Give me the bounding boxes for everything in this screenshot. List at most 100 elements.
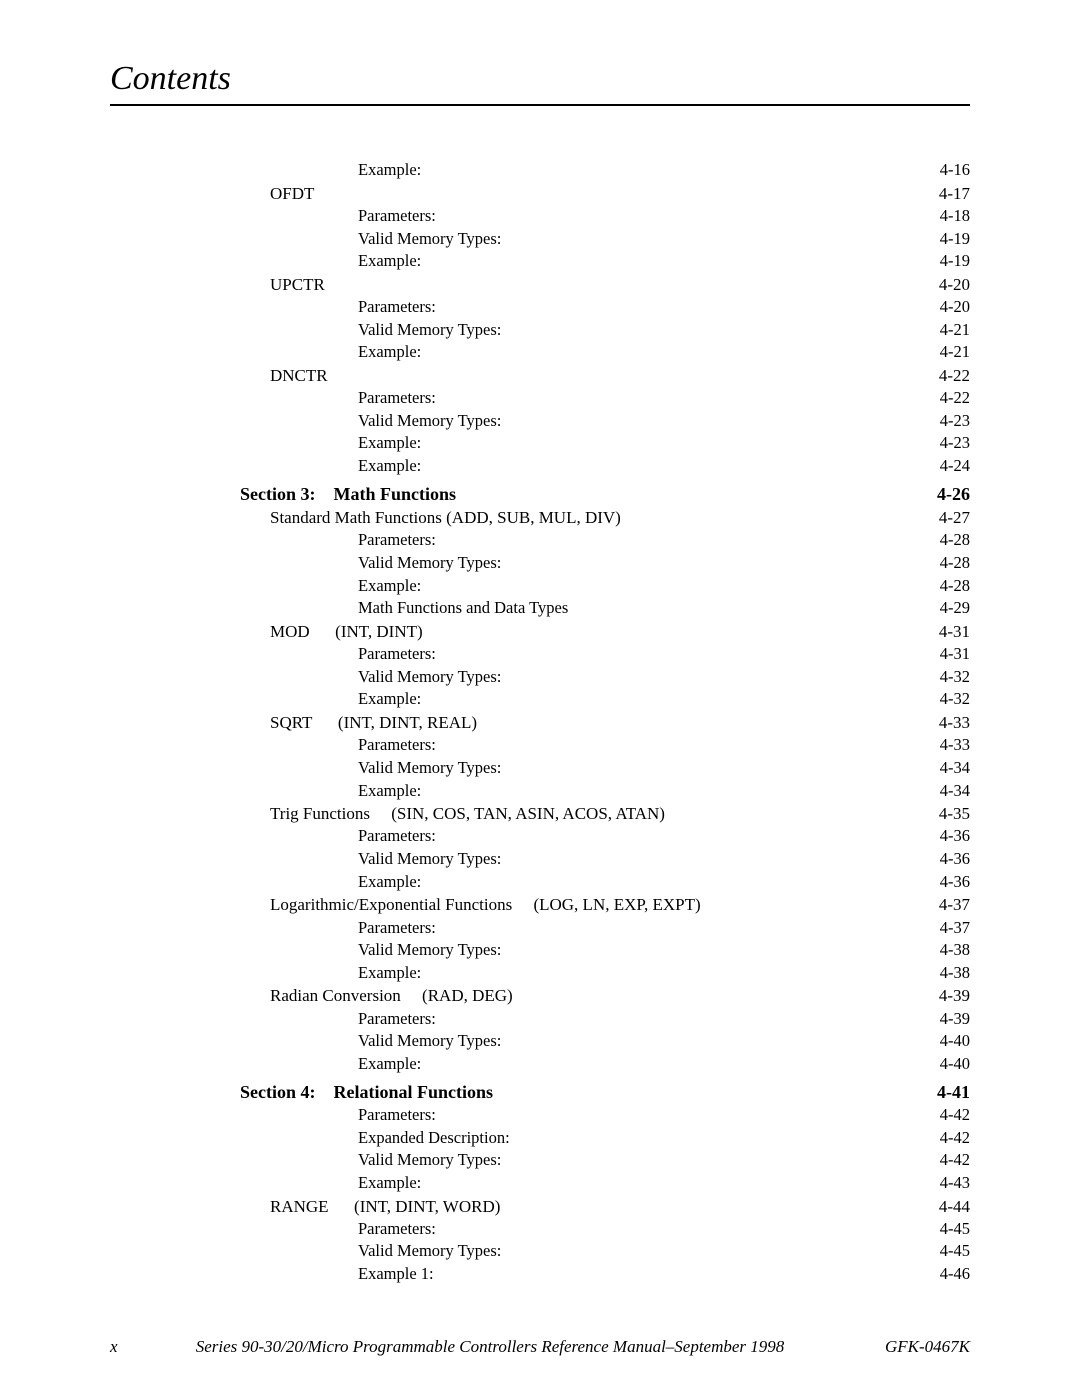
toc-entry-page: 4-24 xyxy=(940,456,970,477)
toc-entry: Valid Memory Types:4-36 xyxy=(110,849,970,870)
toc-entry: Section 4: Relational Functions4-41 xyxy=(110,1081,970,1104)
toc-entry: Example:4-36 xyxy=(110,872,970,893)
toc-entry-label: Valid Memory Types: xyxy=(358,1031,501,1052)
toc-entry: Valid Memory Types:4-40 xyxy=(110,1031,970,1052)
toc-entry-label: Example: xyxy=(358,456,421,477)
toc-entry-label: Example: xyxy=(358,251,421,272)
toc-entry: Example 1:4-46 xyxy=(110,1264,970,1285)
toc-entry-label: Example: xyxy=(358,781,421,802)
toc-entry-label: Example: xyxy=(358,963,421,984)
toc-entry: Parameters: 4-37 xyxy=(110,918,970,939)
toc-entry-label: OFDT xyxy=(270,183,314,204)
toc-entry: Valid Memory Types: 4-28 xyxy=(110,553,970,574)
toc-entry-page: 4-21 xyxy=(940,320,970,341)
toc-entry: Parameters:4-42 xyxy=(110,1105,970,1126)
toc-entry-label: Parameters: xyxy=(358,388,436,409)
toc-entry-page: 4-36 xyxy=(940,849,970,870)
toc-entry-label: Example: xyxy=(358,160,421,181)
toc-entry-page: 4-46 xyxy=(940,1264,970,1285)
toc-entry-page: 4-40 xyxy=(940,1054,970,1075)
toc-entry-label: Expanded Description: xyxy=(358,1128,510,1149)
toc-entry-label: Valid Memory Types: xyxy=(358,553,501,574)
toc-entry-page: 4-22 xyxy=(940,388,970,409)
toc-entry: Section 3: Math Functions4-26 xyxy=(110,483,970,506)
toc-entry-page: 4-17 xyxy=(939,183,970,204)
document-page: Contents Example:4-16OFDT4-17Parameters:… xyxy=(0,0,1080,1397)
toc-entry-label: DNCTR xyxy=(270,365,328,386)
toc-entry-label: Example: xyxy=(358,1054,421,1075)
toc-entry-page: 4-32 xyxy=(940,689,970,710)
toc-entry-label: Example: xyxy=(358,576,421,597)
toc-entry-label: Valid Memory Types: xyxy=(358,940,501,961)
toc-entry-page: 4-37 xyxy=(939,894,970,915)
toc-entry: Example: 4-28 xyxy=(110,576,970,597)
toc-entry-label: Parameters: xyxy=(358,297,436,318)
footer: x Series 90-30/20/Micro Programmable Con… xyxy=(110,1337,970,1357)
toc-entry-label: Parameters: xyxy=(358,826,436,847)
toc-entry-page: 4-28 xyxy=(940,530,970,551)
toc-entry-label: Parameters: xyxy=(358,918,436,939)
toc-entry: OFDT 4-17 xyxy=(110,183,970,204)
toc-entry: Parameters:4-18 xyxy=(110,206,970,227)
toc-entry: Example:4-34 xyxy=(110,781,970,802)
toc-entry-label: Section 3: Math Functions xyxy=(240,483,456,506)
toc-entry: Valid Memory Types:4-34 xyxy=(110,758,970,779)
toc-entry-page: 4-27 xyxy=(939,507,970,528)
toc-entry-page: 4-37 xyxy=(940,918,970,939)
toc-entry: Parameters:4-20 xyxy=(110,297,970,318)
toc-entry: Standard Math Functions (ADD, SUB, MUL, … xyxy=(110,507,970,528)
toc-entry: Parameters: 4-45 xyxy=(110,1219,970,1240)
toc-entry-label: UPCTR xyxy=(270,274,325,295)
page-title: Contents xyxy=(110,60,970,98)
toc-entry-page: 4-35 xyxy=(939,803,970,824)
toc-entry-page: 4-42 xyxy=(940,1150,970,1171)
toc-entry: Example:4-19 xyxy=(110,251,970,272)
toc-entry-page: 4-23 xyxy=(940,433,970,454)
toc-entry-page: 4-39 xyxy=(940,1009,970,1030)
toc-entry-label: Standard Math Functions (ADD, SUB, MUL, … xyxy=(270,507,621,528)
toc-entry-label: Parameters: xyxy=(358,1219,436,1240)
toc-entry-label: Example: xyxy=(358,433,421,454)
toc-entry-page: 4-45 xyxy=(940,1219,970,1240)
toc-entry-label: Parameters: xyxy=(358,644,436,665)
footer-center-text: Series 90-30/20/Micro Programmable Contr… xyxy=(150,1337,830,1357)
toc-entry: Parameters: 4-22 xyxy=(110,388,970,409)
toc-entry-page: 4-42 xyxy=(940,1128,970,1149)
toc-entry-page: 4-18 xyxy=(940,206,970,227)
toc-entry-page: 4-16 xyxy=(940,160,970,181)
toc-entry: Parameters:4-28 xyxy=(110,530,970,551)
toc-entry: UPCTR4-20 xyxy=(110,274,970,295)
toc-entry-page: 4-22 xyxy=(939,365,970,386)
toc-entry: Trig Functions (SIN, COS, TAN, ASIN, ACO… xyxy=(110,803,970,824)
toc-entry-page: 4-43 xyxy=(940,1173,970,1194)
toc-entry-page: 4-38 xyxy=(940,940,970,961)
toc-entry-label: Parameters: xyxy=(358,1009,436,1030)
toc-entry-page: 4-39 xyxy=(939,985,970,1006)
toc-entry-label: Valid Memory Types: xyxy=(358,411,501,432)
toc-entry-page: 4-31 xyxy=(939,621,970,642)
toc-entry-label: Example: xyxy=(358,342,421,363)
toc-entry-label: Example: xyxy=(358,872,421,893)
toc-entry-label: Valid Memory Types: xyxy=(358,1150,501,1171)
toc-entry: Example:4-43 xyxy=(110,1173,970,1194)
toc-entry-page: 4-45 xyxy=(940,1241,970,1262)
toc-entry-label: Logarithmic/Exponential Functions (LOG, … xyxy=(270,894,701,915)
toc-entry: MOD (INT, DINT)4-31 xyxy=(110,621,970,642)
toc-entry: Example:4-32 xyxy=(110,689,970,710)
toc-entry: Example: 4-16 xyxy=(110,160,970,181)
divider xyxy=(110,104,970,106)
toc-entry-page: 4-32 xyxy=(940,667,970,688)
toc-entry: Radian Conversion (RAD, DEG) 4-39 xyxy=(110,985,970,1006)
toc-entry: Valid Memory Types:4-32 xyxy=(110,667,970,688)
toc-entry-label: Radian Conversion (RAD, DEG) xyxy=(270,985,513,1006)
toc-entry-page: 4-44 xyxy=(939,1196,970,1217)
toc-entry-label: Parameters: xyxy=(358,735,436,756)
toc-entry-page: 4-28 xyxy=(940,576,970,597)
toc-entry-page: 4-21 xyxy=(940,342,970,363)
toc-entry-label: Valid Memory Types: xyxy=(358,758,501,779)
toc-entry-page: 4-28 xyxy=(940,553,970,574)
toc-entry: Valid Memory Types:4-23 xyxy=(110,411,970,432)
toc-entry: Valid Memory Types:4-21 xyxy=(110,320,970,341)
toc-entry: Logarithmic/Exponential Functions (LOG, … xyxy=(110,894,970,915)
toc-entry-label: Valid Memory Types: xyxy=(358,229,501,250)
